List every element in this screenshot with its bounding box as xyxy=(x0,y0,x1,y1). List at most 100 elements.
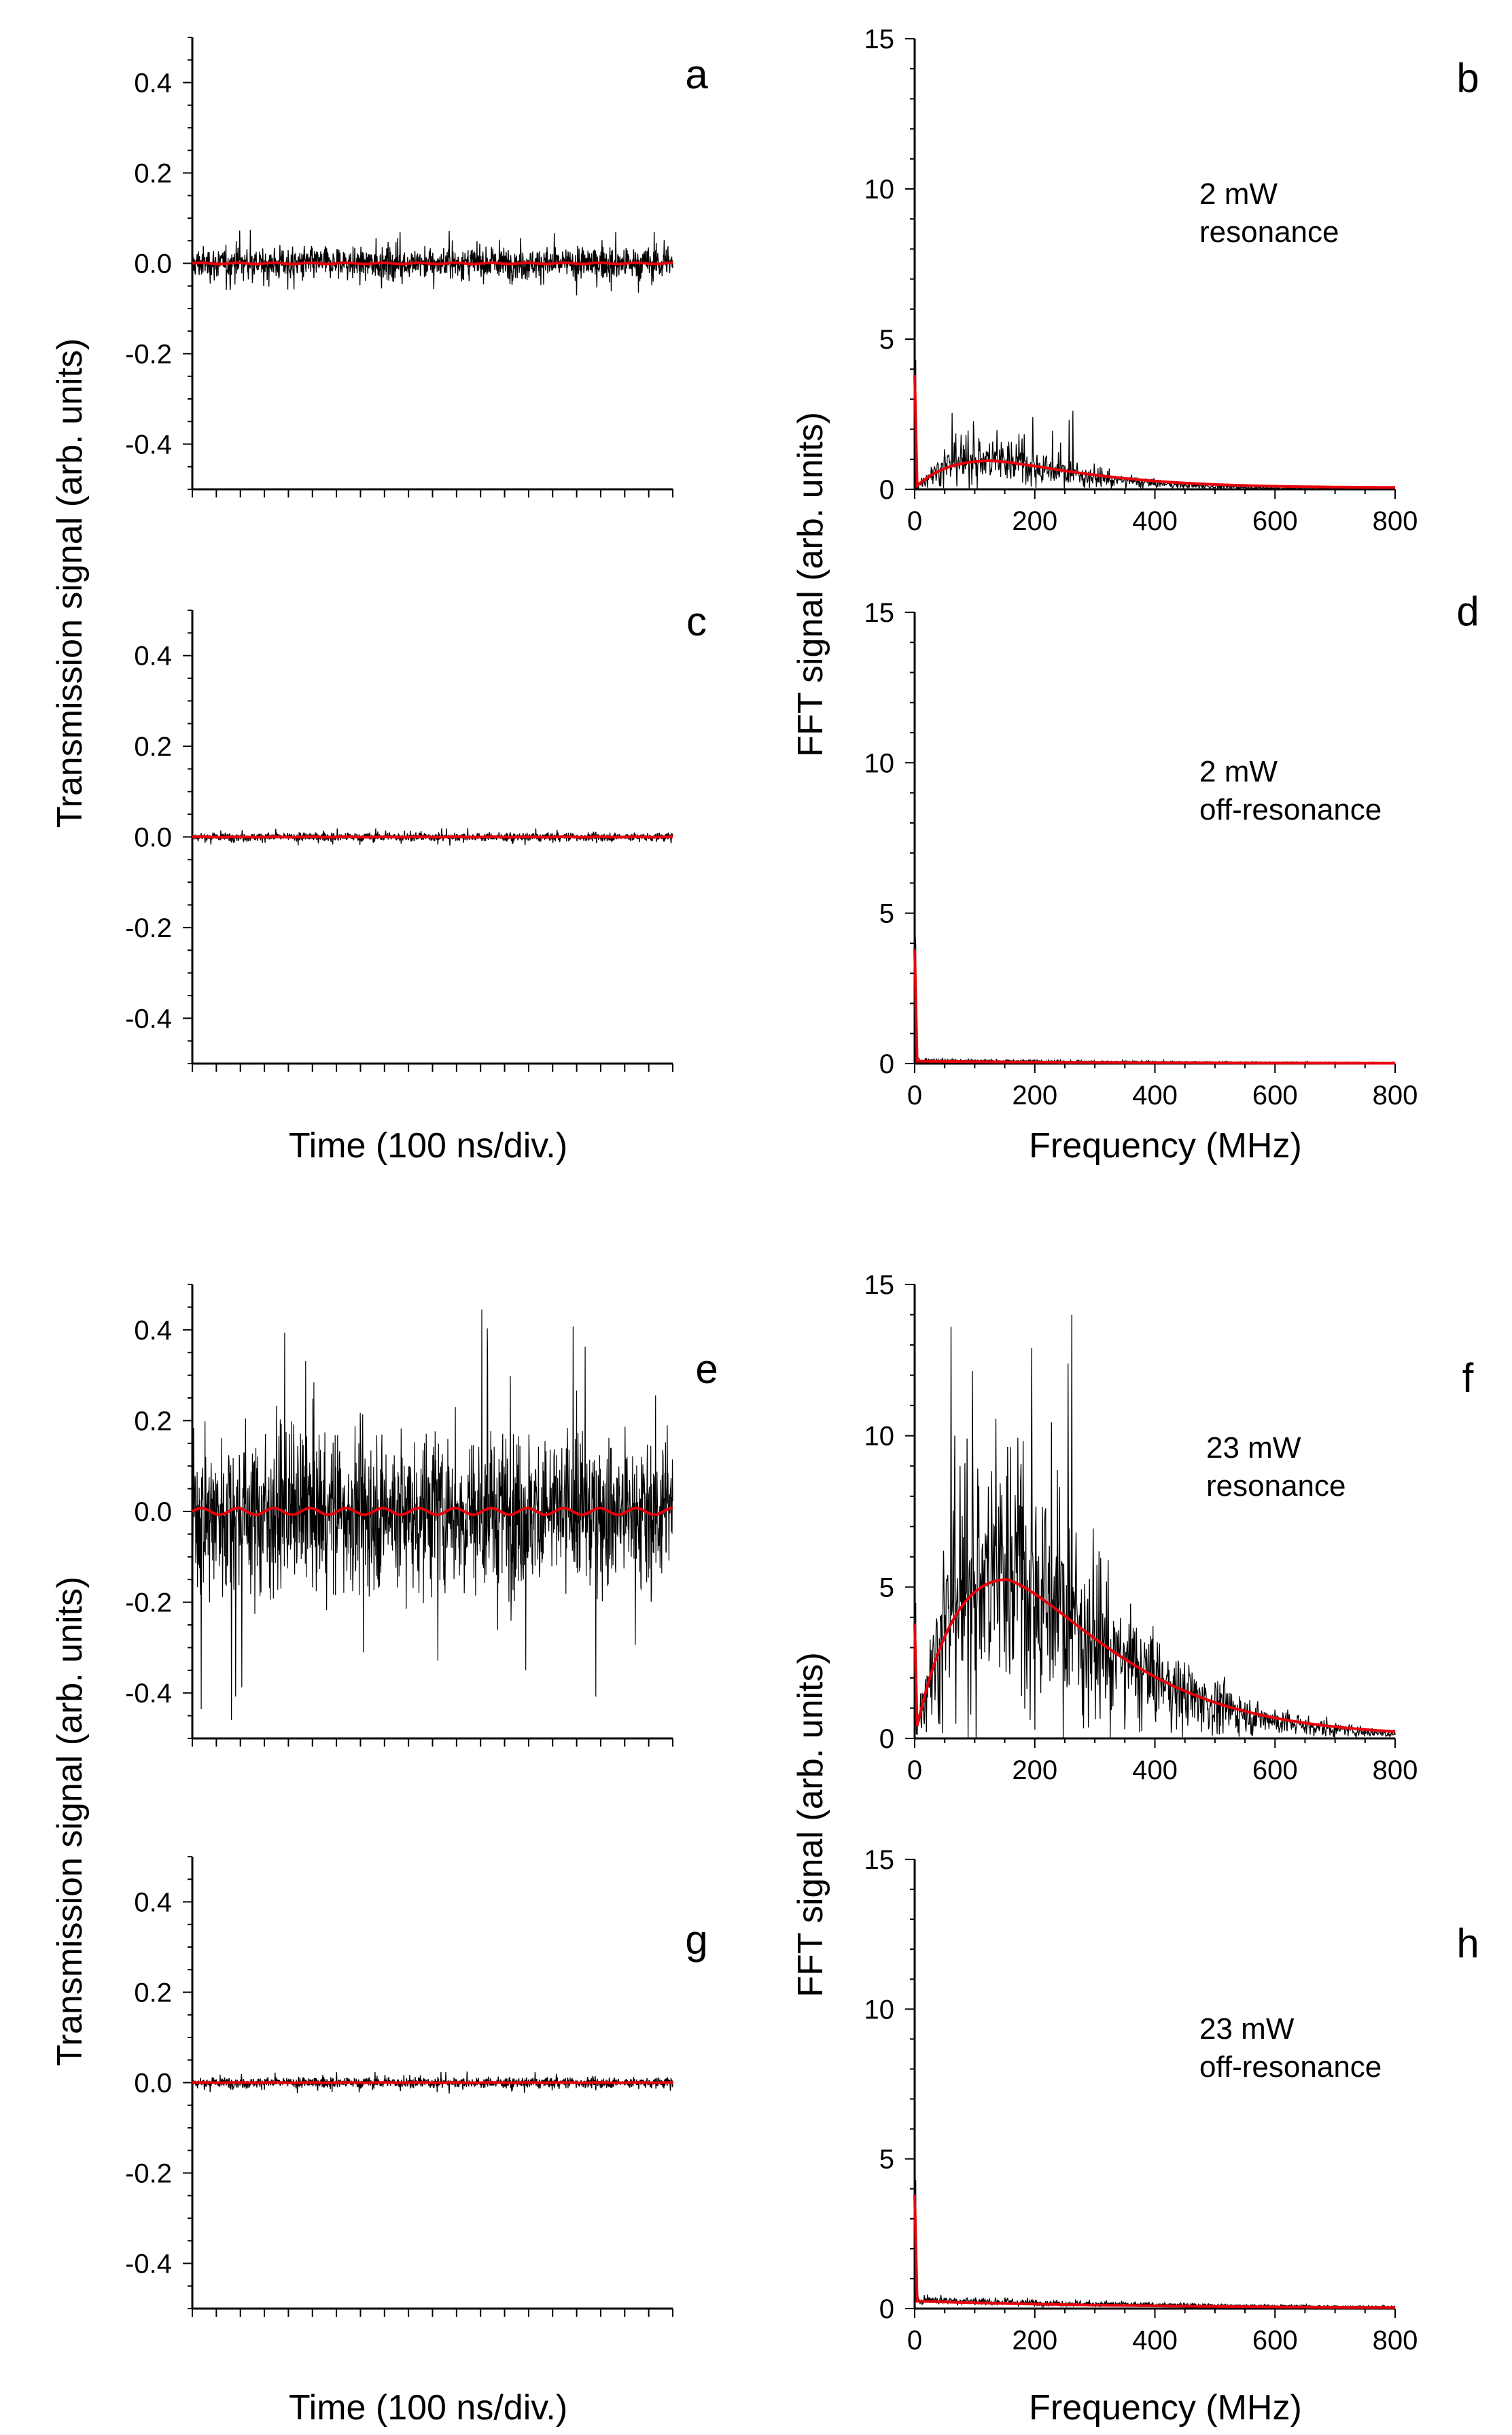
y-tick-label: 0.4 xyxy=(134,642,172,671)
x-tick-label: 200 xyxy=(1012,2326,1057,2355)
left-ylabel-bottom: Transmission signal (arb. units) xyxy=(50,1577,90,2067)
x-tick-label: 400 xyxy=(1132,2326,1178,2355)
series-fit xyxy=(913,949,1395,1065)
series-fit xyxy=(913,1578,1396,1733)
panel-b: b 2 mW resonance 15 10 5 00 200 400 600 800 xyxy=(864,24,1479,536)
panel-letter: f xyxy=(1462,1355,1474,1401)
y-tick-label: -0.2 xyxy=(125,2159,172,2189)
x-tick-label: 600 xyxy=(1252,1081,1298,1110)
y-tick-label: -0.2 xyxy=(125,1588,172,1618)
x-tick-label: 800 xyxy=(1373,2326,1418,2355)
series-fft xyxy=(914,934,1396,1065)
x-tick-label: 800 xyxy=(1373,1755,1418,1785)
series-fft xyxy=(914,2179,1396,2309)
panel-annotation: 23 mW xyxy=(1199,2012,1295,2046)
panel-letter: a xyxy=(685,52,708,97)
y-tick-label: 0.0 xyxy=(134,823,172,853)
y-tick-label: 0.2 xyxy=(134,1978,172,2008)
left-ylabel-top: Transmission signal (arb. units) xyxy=(50,338,90,828)
series-smoothed xyxy=(192,261,673,266)
y-tick-label: 10 xyxy=(864,1995,895,2025)
y-tick-label: 0.2 xyxy=(134,1406,172,1436)
y-tick-label: 5 xyxy=(879,2145,894,2175)
y-tick-label: 0 xyxy=(879,1724,894,1754)
y-tick-label: -0.4 xyxy=(125,430,172,460)
series-fit xyxy=(913,2194,1395,2309)
right-ylabel-bottom: FFT signal (arb. units) xyxy=(791,1652,830,1997)
y-tick-label: 5 xyxy=(879,899,894,929)
y-tick-label: -0.4 xyxy=(125,2249,172,2279)
y-tick-label: 5 xyxy=(879,1573,894,1602)
y-tick-label: -0.2 xyxy=(125,913,172,943)
freq-xlabel-top: Frequency (MHz) xyxy=(1029,1126,1302,1166)
panel-annotation: off-resonance xyxy=(1199,2050,1382,2084)
y-tick-label: 15 xyxy=(864,1845,895,1875)
panel-letter: h xyxy=(1456,1921,1479,1966)
panel-g: g 0.4 0.2 0.0 -0.2 -0.4 xyxy=(125,1856,708,2317)
y-tick-label: 15 xyxy=(864,1270,895,1300)
y-tick-label: 0.4 xyxy=(134,1316,172,1346)
panel-annotation: resonance xyxy=(1199,215,1339,249)
series-measured xyxy=(192,1309,673,1720)
x-tick-label: 800 xyxy=(1373,1081,1418,1110)
y-tick-label: 15 xyxy=(864,24,895,54)
y-tick-label: 0.4 xyxy=(134,1888,172,1918)
x-tick-label: 400 xyxy=(1132,506,1178,536)
y-tick-label: 0.2 xyxy=(134,159,172,189)
x-tick-label: 600 xyxy=(1252,1755,1298,1785)
panel-h: h 23 mW off-resonance 15 10 5 00 200 400 600 800 xyxy=(864,1845,1479,2355)
panel-annotation: 23 mW xyxy=(1206,1431,1301,1465)
x-tick-label: 800 xyxy=(1373,506,1418,536)
panel-letter: b xyxy=(1456,55,1479,101)
y-tick-label: 0.2 xyxy=(134,732,172,762)
x-tick-label: 400 xyxy=(1132,1755,1178,1785)
freq-xlabel-bottom: Frequency (MHz) xyxy=(1029,2388,1302,2428)
x-tick-label: 400 xyxy=(1132,1081,1178,1110)
panel-letter: c xyxy=(686,599,707,644)
y-tick-label: -0.4 xyxy=(125,1679,172,1709)
x-tick-label: 200 xyxy=(1012,1081,1057,1110)
panel-letter: d xyxy=(1456,589,1479,634)
panel-letter: e xyxy=(695,1346,718,1392)
x-tick-label: 200 xyxy=(1012,506,1057,536)
y-tick-label: 0 xyxy=(879,2294,894,2324)
series-smoothed xyxy=(192,2081,673,2084)
series-smoothed xyxy=(192,1506,673,1516)
panel-f: f 23 mW resonance 15 10 5 00 200 400 600 800 xyxy=(864,1270,1474,1785)
x-tick-label: 600 xyxy=(1252,2326,1298,2355)
panel-annotation: resonance xyxy=(1206,1469,1346,1503)
x-tick-label: 0 xyxy=(907,1755,922,1785)
y-tick-label: -0.4 xyxy=(125,1004,172,1034)
panel-annotation: off-resonance xyxy=(1199,793,1382,826)
panel-annotation: 2 mW xyxy=(1199,177,1278,211)
panel-d: d 2 mW off-resonance 15 10 5 00 200 400 600 800 xyxy=(864,589,1479,1110)
x-tick-label: 0 xyxy=(907,2326,922,2355)
y-tick-label: 0 xyxy=(879,475,894,505)
panel-c: c 0.4 0.2 0.0 -0.2 -0.4 xyxy=(125,599,707,1072)
y-tick-label: 0.0 xyxy=(134,2069,172,2099)
x-tick-label: 200 xyxy=(1012,1755,1057,1785)
y-tick-label: -0.2 xyxy=(125,340,172,370)
x-tick-label: 0 xyxy=(907,1081,922,1110)
y-tick-label: 0.0 xyxy=(134,1497,172,1527)
panel-annotation: 2 mW xyxy=(1199,755,1278,788)
y-tick-label: 5 xyxy=(879,325,894,355)
x-tick-label: 0 xyxy=(907,506,922,536)
y-tick-label: 0.0 xyxy=(134,249,172,279)
series-fit xyxy=(913,374,1395,489)
panel-letter: g xyxy=(685,1917,707,1963)
panel-e: e 0.4 0.2 0.0 -0.2 -0.4 xyxy=(125,1284,718,1747)
y-tick-label: 0 xyxy=(879,1049,894,1079)
y-tick-label: 15 xyxy=(864,598,895,628)
time-xlabel-top: Time (100 ns/div.) xyxy=(289,1126,567,1166)
y-tick-label: 10 xyxy=(864,748,895,778)
series-fft xyxy=(914,1314,1396,1739)
y-tick-label: 0.4 xyxy=(134,69,172,99)
right-ylabel-top: FFT signal (arb. units) xyxy=(791,412,830,757)
y-tick-label: 10 xyxy=(864,1422,895,1452)
series-fft xyxy=(914,360,1396,491)
y-tick-label: 10 xyxy=(864,175,895,205)
x-tick-label: 600 xyxy=(1252,506,1298,536)
panel-a: a 0.4 0.2 0.0 -0.2 -0.4 xyxy=(125,37,708,497)
